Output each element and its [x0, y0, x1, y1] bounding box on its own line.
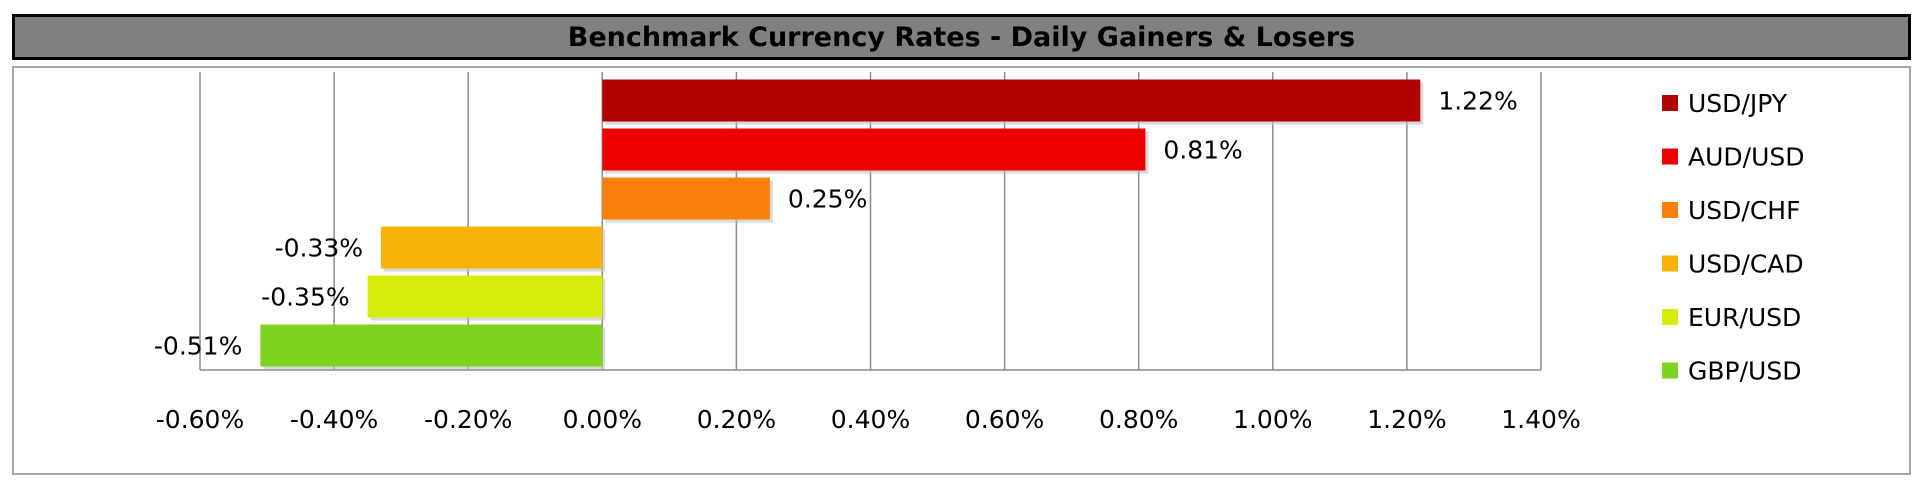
legend-label: AUD/USD	[1688, 143, 1805, 172]
legend-swatch	[1662, 309, 1678, 325]
data-label: -0.35%	[261, 283, 349, 312]
data-label: -0.33%	[275, 234, 363, 263]
legend-label: USD/CHF	[1688, 196, 1800, 225]
legend-label: USD/JPY	[1688, 89, 1788, 118]
bar	[602, 177, 770, 220]
legend-label: GBP/USD	[1688, 357, 1801, 386]
bar	[602, 79, 1421, 122]
legend-swatch	[1662, 95, 1678, 111]
x-tick-label: 1.40%	[1501, 405, 1580, 434]
bar	[602, 128, 1146, 171]
chart-title-bar: Benchmark Currency Rates - Daily Gainers…	[12, 14, 1911, 60]
data-label: -0.51%	[154, 332, 242, 361]
legend-swatch	[1662, 202, 1678, 218]
bar	[381, 226, 603, 269]
chart-title: Benchmark Currency Rates - Daily Gainers…	[567, 21, 1356, 53]
legend-swatch	[1662, 148, 1678, 165]
legend-label: USD/CAD	[1688, 250, 1804, 279]
x-tick-label: -0.20%	[424, 405, 512, 434]
x-tick-label: 1.00%	[1233, 405, 1312, 434]
data-label: 1.22%	[1438, 87, 1517, 116]
x-tick-label: -0.60%	[156, 405, 244, 434]
data-label: 0.25%	[788, 185, 867, 214]
bar	[367, 275, 603, 318]
data-label: 0.81%	[1163, 136, 1242, 165]
x-tick-label: 0.40%	[831, 405, 910, 434]
x-tick-label: 0.20%	[697, 405, 776, 434]
legend-swatch	[1662, 362, 1678, 379]
x-tick-label: 0.60%	[965, 405, 1044, 434]
bar	[260, 324, 603, 367]
legend-swatch	[1662, 255, 1678, 272]
x-tick-label: 0.00%	[563, 405, 642, 434]
x-tick-label: 0.80%	[1099, 405, 1178, 434]
x-tick-label: -0.40%	[290, 405, 378, 434]
x-tick-label: 1.20%	[1367, 405, 1446, 434]
legend-label: EUR/USD	[1688, 303, 1801, 332]
